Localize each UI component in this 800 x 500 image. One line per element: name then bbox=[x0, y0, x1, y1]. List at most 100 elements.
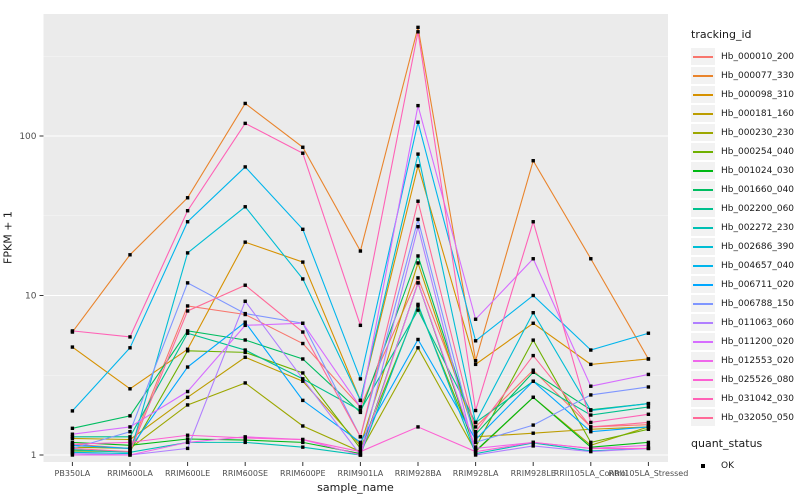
data-point bbox=[646, 405, 651, 409]
data-point bbox=[646, 443, 651, 448]
data-point bbox=[416, 281, 420, 285]
legend-key-line-icon bbox=[691, 124, 715, 141]
data-point bbox=[589, 393, 593, 397]
legend-item-Hb_000254_040: Hb_000254_040 bbox=[691, 142, 799, 161]
legend-item-Hb_001024_030: Hb_001024_030 bbox=[691, 161, 799, 180]
legend-item-Hb_012553_020: Hb_012553_020 bbox=[691, 351, 799, 370]
legend-item-Hb_006711_020: Hb_006711_020 bbox=[691, 275, 799, 294]
data-point bbox=[70, 453, 75, 457]
data-point bbox=[243, 320, 247, 324]
legend-item-Hb_002686_390: Hb_002686_390 bbox=[691, 237, 799, 256]
data-point bbox=[185, 389, 190, 394]
data-point bbox=[358, 446, 363, 451]
data-point bbox=[301, 151, 305, 155]
data-point bbox=[243, 311, 247, 316]
legend-key-line-icon bbox=[691, 352, 715, 369]
y-tick-label: 100 bbox=[19, 132, 36, 142]
data-point bbox=[185, 329, 190, 333]
legend-key-line-icon bbox=[691, 276, 715, 293]
data-point bbox=[243, 323, 247, 328]
data-point bbox=[531, 423, 535, 427]
data-point bbox=[185, 446, 190, 451]
legend-item-label: Hb_000230_230 bbox=[721, 127, 795, 138]
y-axis-title: FPKM + 1 bbox=[1, 211, 15, 264]
data-point bbox=[301, 377, 305, 381]
data-point bbox=[589, 384, 593, 388]
legend-key-line-icon bbox=[691, 143, 715, 160]
data-point bbox=[416, 302, 420, 307]
data-point bbox=[243, 283, 247, 287]
legend-quant-status-items: OK bbox=[691, 456, 799, 475]
data-point bbox=[243, 338, 247, 342]
data-point bbox=[185, 209, 190, 213]
data-point bbox=[243, 440, 247, 445]
data-point bbox=[531, 379, 535, 383]
legend-item-Hb_004657_040: Hb_004657_040 bbox=[691, 256, 799, 275]
legend-item-Hb_025526_080: Hb_025526_080 bbox=[691, 370, 799, 389]
data-point bbox=[416, 254, 420, 258]
data-point bbox=[128, 335, 132, 339]
data-point bbox=[589, 427, 593, 431]
data-point bbox=[531, 293, 535, 298]
data-point bbox=[646, 440, 651, 445]
legend-item-Hb_011200_020: Hb_011200_020 bbox=[691, 332, 799, 351]
data-point bbox=[301, 277, 305, 281]
data-point bbox=[243, 436, 247, 440]
legend-item-quant-OK: OK bbox=[691, 456, 799, 475]
legend-key-line-icon bbox=[691, 295, 715, 312]
data-point bbox=[531, 321, 535, 325]
data-point bbox=[589, 413, 593, 417]
legend-item-label: Hb_004657_040 bbox=[721, 260, 795, 271]
data-point bbox=[128, 437, 132, 442]
legend-item-label: OK bbox=[721, 460, 734, 471]
legend-item-Hb_000181_160: Hb_000181_160 bbox=[691, 104, 799, 123]
data-point bbox=[185, 331, 190, 335]
data-point bbox=[301, 260, 305, 264]
data-point bbox=[358, 435, 363, 439]
data-point bbox=[473, 425, 478, 429]
data-point bbox=[70, 329, 75, 333]
data-point bbox=[301, 371, 305, 375]
legend-item-Hb_031042_030: Hb_031042_030 bbox=[691, 389, 799, 408]
data-point bbox=[531, 368, 535, 372]
legend-title-tracking-id: tracking_id bbox=[691, 28, 752, 41]
data-point bbox=[531, 444, 535, 448]
legend-key-line-icon bbox=[691, 67, 715, 84]
legend-item-label: Hb_011063_060 bbox=[721, 317, 795, 328]
legend-item-label: Hb_002272_230 bbox=[721, 222, 795, 233]
data-point bbox=[70, 440, 75, 445]
legend-tracking-id-items: Hb_000010_200 Hb_000077_330 Hb_000098_310 H… bbox=[691, 47, 799, 427]
y-tick-label: 1 bbox=[31, 451, 37, 461]
data-point bbox=[531, 431, 535, 435]
data-point bbox=[473, 362, 478, 367]
data-point bbox=[531, 440, 535, 445]
x-tick-label: RRIM928LA bbox=[453, 469, 499, 478]
legend-item-label: Hb_000010_200 bbox=[721, 51, 795, 62]
data-point bbox=[358, 405, 363, 409]
data-point bbox=[531, 395, 535, 400]
data-point bbox=[416, 25, 420, 30]
data-point bbox=[473, 317, 478, 321]
data-point bbox=[473, 339, 478, 343]
data-point bbox=[646, 427, 651, 431]
legend-key-line-icon bbox=[691, 181, 715, 198]
data-point bbox=[70, 435, 75, 439]
legend-item-label: Hb_001660_040 bbox=[721, 184, 795, 195]
data-point bbox=[473, 440, 478, 445]
x-tick-label: RRII105LA_Stressed bbox=[608, 469, 688, 478]
data-point bbox=[358, 398, 363, 403]
plot-panel bbox=[43, 14, 668, 462]
data-point bbox=[243, 381, 247, 385]
data-point bbox=[243, 355, 247, 359]
data-point bbox=[185, 403, 190, 407]
data-point bbox=[416, 276, 420, 280]
legend-title-quant-status: quant_status bbox=[691, 437, 763, 450]
data-point bbox=[646, 372, 651, 377]
data-point bbox=[185, 220, 190, 224]
data-point bbox=[416, 120, 420, 124]
legend-key-point-icon bbox=[691, 457, 715, 474]
legend-item-label: Hb_025526_080 bbox=[721, 374, 795, 385]
data-point bbox=[70, 345, 75, 349]
legend-key-line-icon bbox=[691, 314, 715, 331]
